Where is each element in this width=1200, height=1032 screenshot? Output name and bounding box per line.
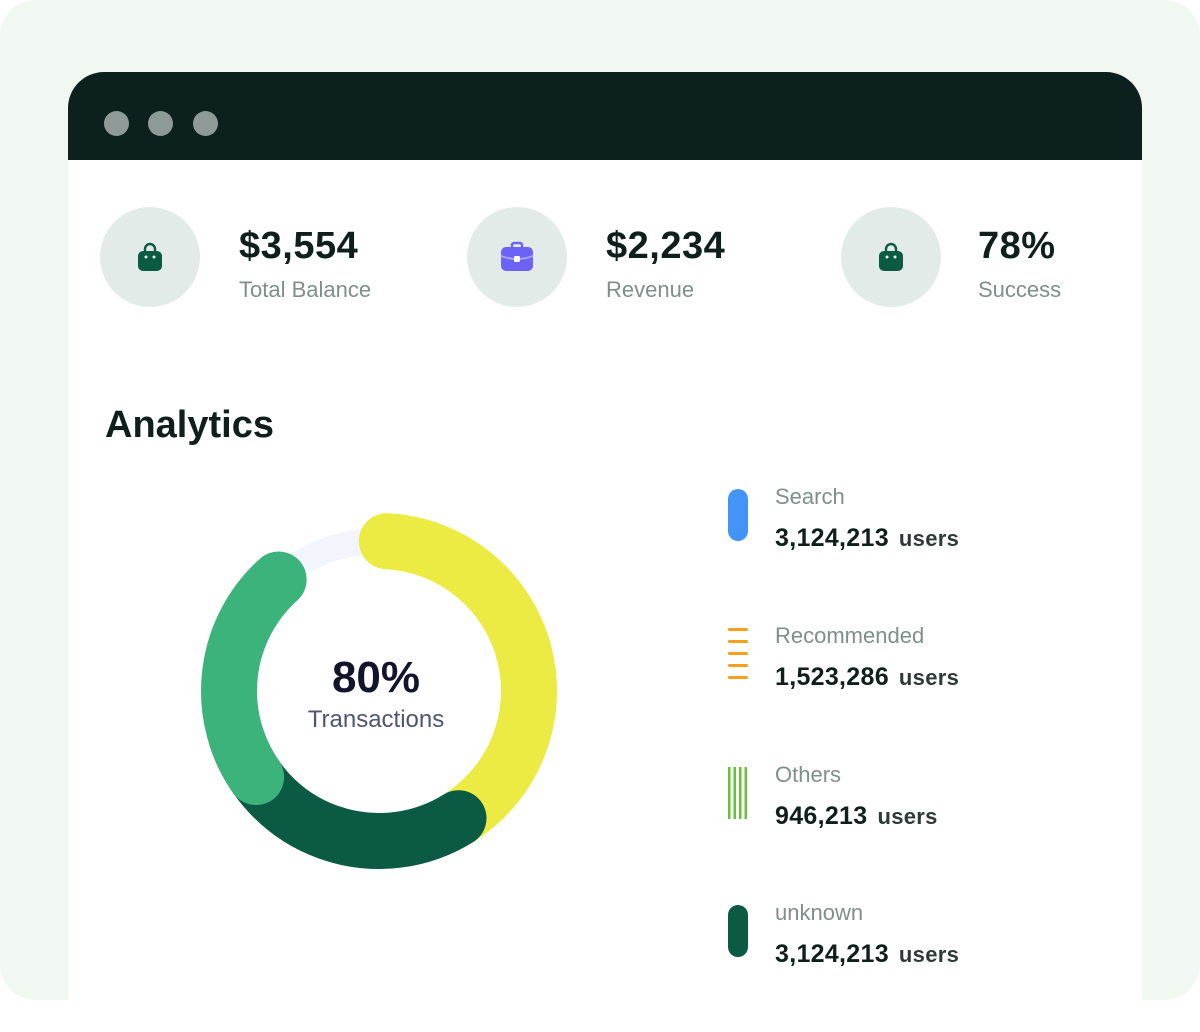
legend-count: 3,124,213 users: [775, 940, 960, 968]
transactions-donut-chart: [201, 513, 557, 869]
legend-item-search[interactable]: Search 3,124,213 users: [724, 486, 1104, 566]
window-dot-3[interactable]: [193, 111, 218, 136]
legend-swatch-horizontal-stripes: [728, 628, 748, 679]
legend-item-recommended[interactable]: Recommended 1,523,286 users: [724, 625, 1104, 705]
donut-center-value: 80%: [331, 653, 421, 702]
legend-swatch-solid: [728, 905, 748, 957]
stat-success-value: 78%: [978, 225, 1056, 267]
stat-revenue-label: Revenue: [606, 277, 695, 302]
window-dot-2[interactable]: [148, 111, 173, 136]
legend-swatch-vertical-stripes: [728, 767, 747, 819]
legend-name: unknown: [775, 900, 864, 925]
legend-count: 1,523,286 users: [775, 663, 960, 691]
stat-balance-value: $3,554: [239, 225, 359, 267]
legend-swatch-solid: [728, 489, 748, 541]
briefcase-icon: [500, 241, 534, 271]
legend-name: Others: [775, 762, 842, 787]
stat-balance-icon-circle: [100, 207, 200, 307]
stat-success-icon-circle: [841, 207, 941, 307]
stat-success-label: Success: [978, 277, 1062, 302]
window-titlebar: [68, 72, 1142, 160]
donut-segment-3[interactable]: [201, 551, 307, 806]
legend-count: 3,124,213 users: [775, 524, 960, 552]
donut-center-label: Transactions: [307, 706, 445, 733]
shopping-bag-icon: [879, 242, 903, 271]
legend-name: Search: [775, 484, 845, 509]
legend-item-unknown[interactable]: unknown 3,124,213 users: [724, 902, 1104, 982]
stat-revenue-icon-circle: [467, 207, 567, 307]
shopping-bag-icon: [138, 242, 162, 271]
analytics-title: Analytics: [105, 404, 274, 446]
window-dot-1[interactable]: [104, 111, 129, 136]
app-window: $3,554 Total Balance $2,234 Revenue 78% …: [68, 72, 1142, 1032]
legend-name: Recommended: [775, 623, 925, 648]
stat-balance-label: Total Balance: [239, 277, 372, 302]
legend-item-others[interactable]: Others 946,213 users: [724, 764, 1104, 844]
stat-revenue-value: $2,234: [606, 225, 726, 267]
legend-count: 946,213 users: [775, 802, 938, 830]
donut-segment-1[interactable]: [358, 513, 557, 849]
